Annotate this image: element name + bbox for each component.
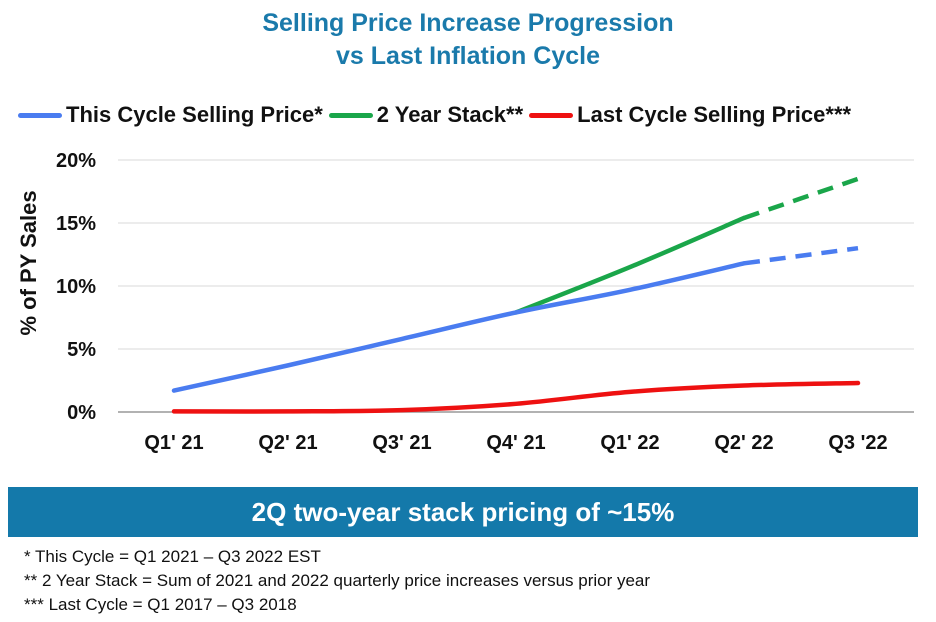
legend-item-last-cycle: Last Cycle Selling Price*** (529, 102, 851, 128)
legend-item-two-year-stack: 2 Year Stack** (328, 102, 524, 128)
legend-swatch-two-year-stack (328, 112, 373, 118)
series-line-1 (513, 215, 747, 315)
legend-label-last-cycle: Last Cycle Selling Price*** (577, 102, 852, 127)
line-chart: 0%5%10%15%20% Q1' 21 Q2' 21 Q3' 21 Q4' 21 Q1… (16, 150, 914, 454)
summary-banner-text: 2Q two-year stack pricing of ~15% (251, 496, 675, 527)
footnote-last-cycle: *** Last Cycle = Q1 2017 – Q3 2018 (24, 595, 297, 614)
x-tick-label: Q4' 21 (486, 432, 545, 454)
series-line-2 (171, 380, 861, 414)
series-line-projected-0 (743, 245, 859, 266)
y-tick-label: 10% (56, 276, 96, 298)
y-tick-labels: 0% 5% 10% 15% 20% (56, 150, 96, 424)
y-tick-label: 20% (56, 150, 96, 172)
chart-title-line-1: Selling Price Increase Progression (262, 9, 674, 37)
footnote-this-cycle: * This Cycle = Q1 2021 – Q3 2022 EST (24, 547, 321, 566)
y-tick-label: 15% (56, 213, 96, 235)
footnote-two-year-stack: ** 2 Year Stack = Sum of 2021 and 2022 q… (24, 571, 651, 590)
grid-lines (118, 159, 914, 413)
footnotes: * This Cycle = Q1 2021 – Q3 2022 EST ** … (24, 545, 650, 617)
y-axis-label: % of PY Sales (16, 190, 41, 335)
legend-swatch-last-cycle (529, 112, 574, 118)
x-tick-label: Q3' 21 (372, 432, 431, 454)
legend-item-this-cycle: This Cycle Selling Price* (18, 102, 323, 128)
series-line-0 (171, 261, 747, 393)
x-tick-label: Q2' 21 (258, 432, 317, 454)
x-tick-label: Q1' 21 (144, 432, 203, 454)
x-tick-label: Q2' 22 (714, 432, 773, 454)
legend-label-this-cycle: This Cycle Selling Price* (66, 102, 323, 127)
x-tick-label: Q3 '22 (828, 432, 887, 454)
y-tick-label: 0% (67, 402, 96, 424)
series-lines (171, 176, 861, 414)
x-tick-label: Q1' 22 (600, 432, 659, 454)
series-line-projected-1 (743, 176, 859, 221)
legend-swatch-this-cycle (18, 112, 62, 118)
chart-legend: This Cycle Selling Price* 2 Year Stack**… (18, 100, 857, 130)
summary-banner: 2Q two-year stack pricing of ~15% (8, 487, 918, 537)
chart-title-line-2: vs Last Inflation Cycle (336, 42, 600, 70)
x-tick-labels: Q1' 21 Q2' 21 Q3' 21 Q4' 21 Q1' 22 Q2' 22 Q3 '… (144, 432, 887, 454)
y-tick-label: 5% (67, 339, 96, 361)
legend-label-two-year-stack: 2 Year Stack** (376, 102, 524, 127)
